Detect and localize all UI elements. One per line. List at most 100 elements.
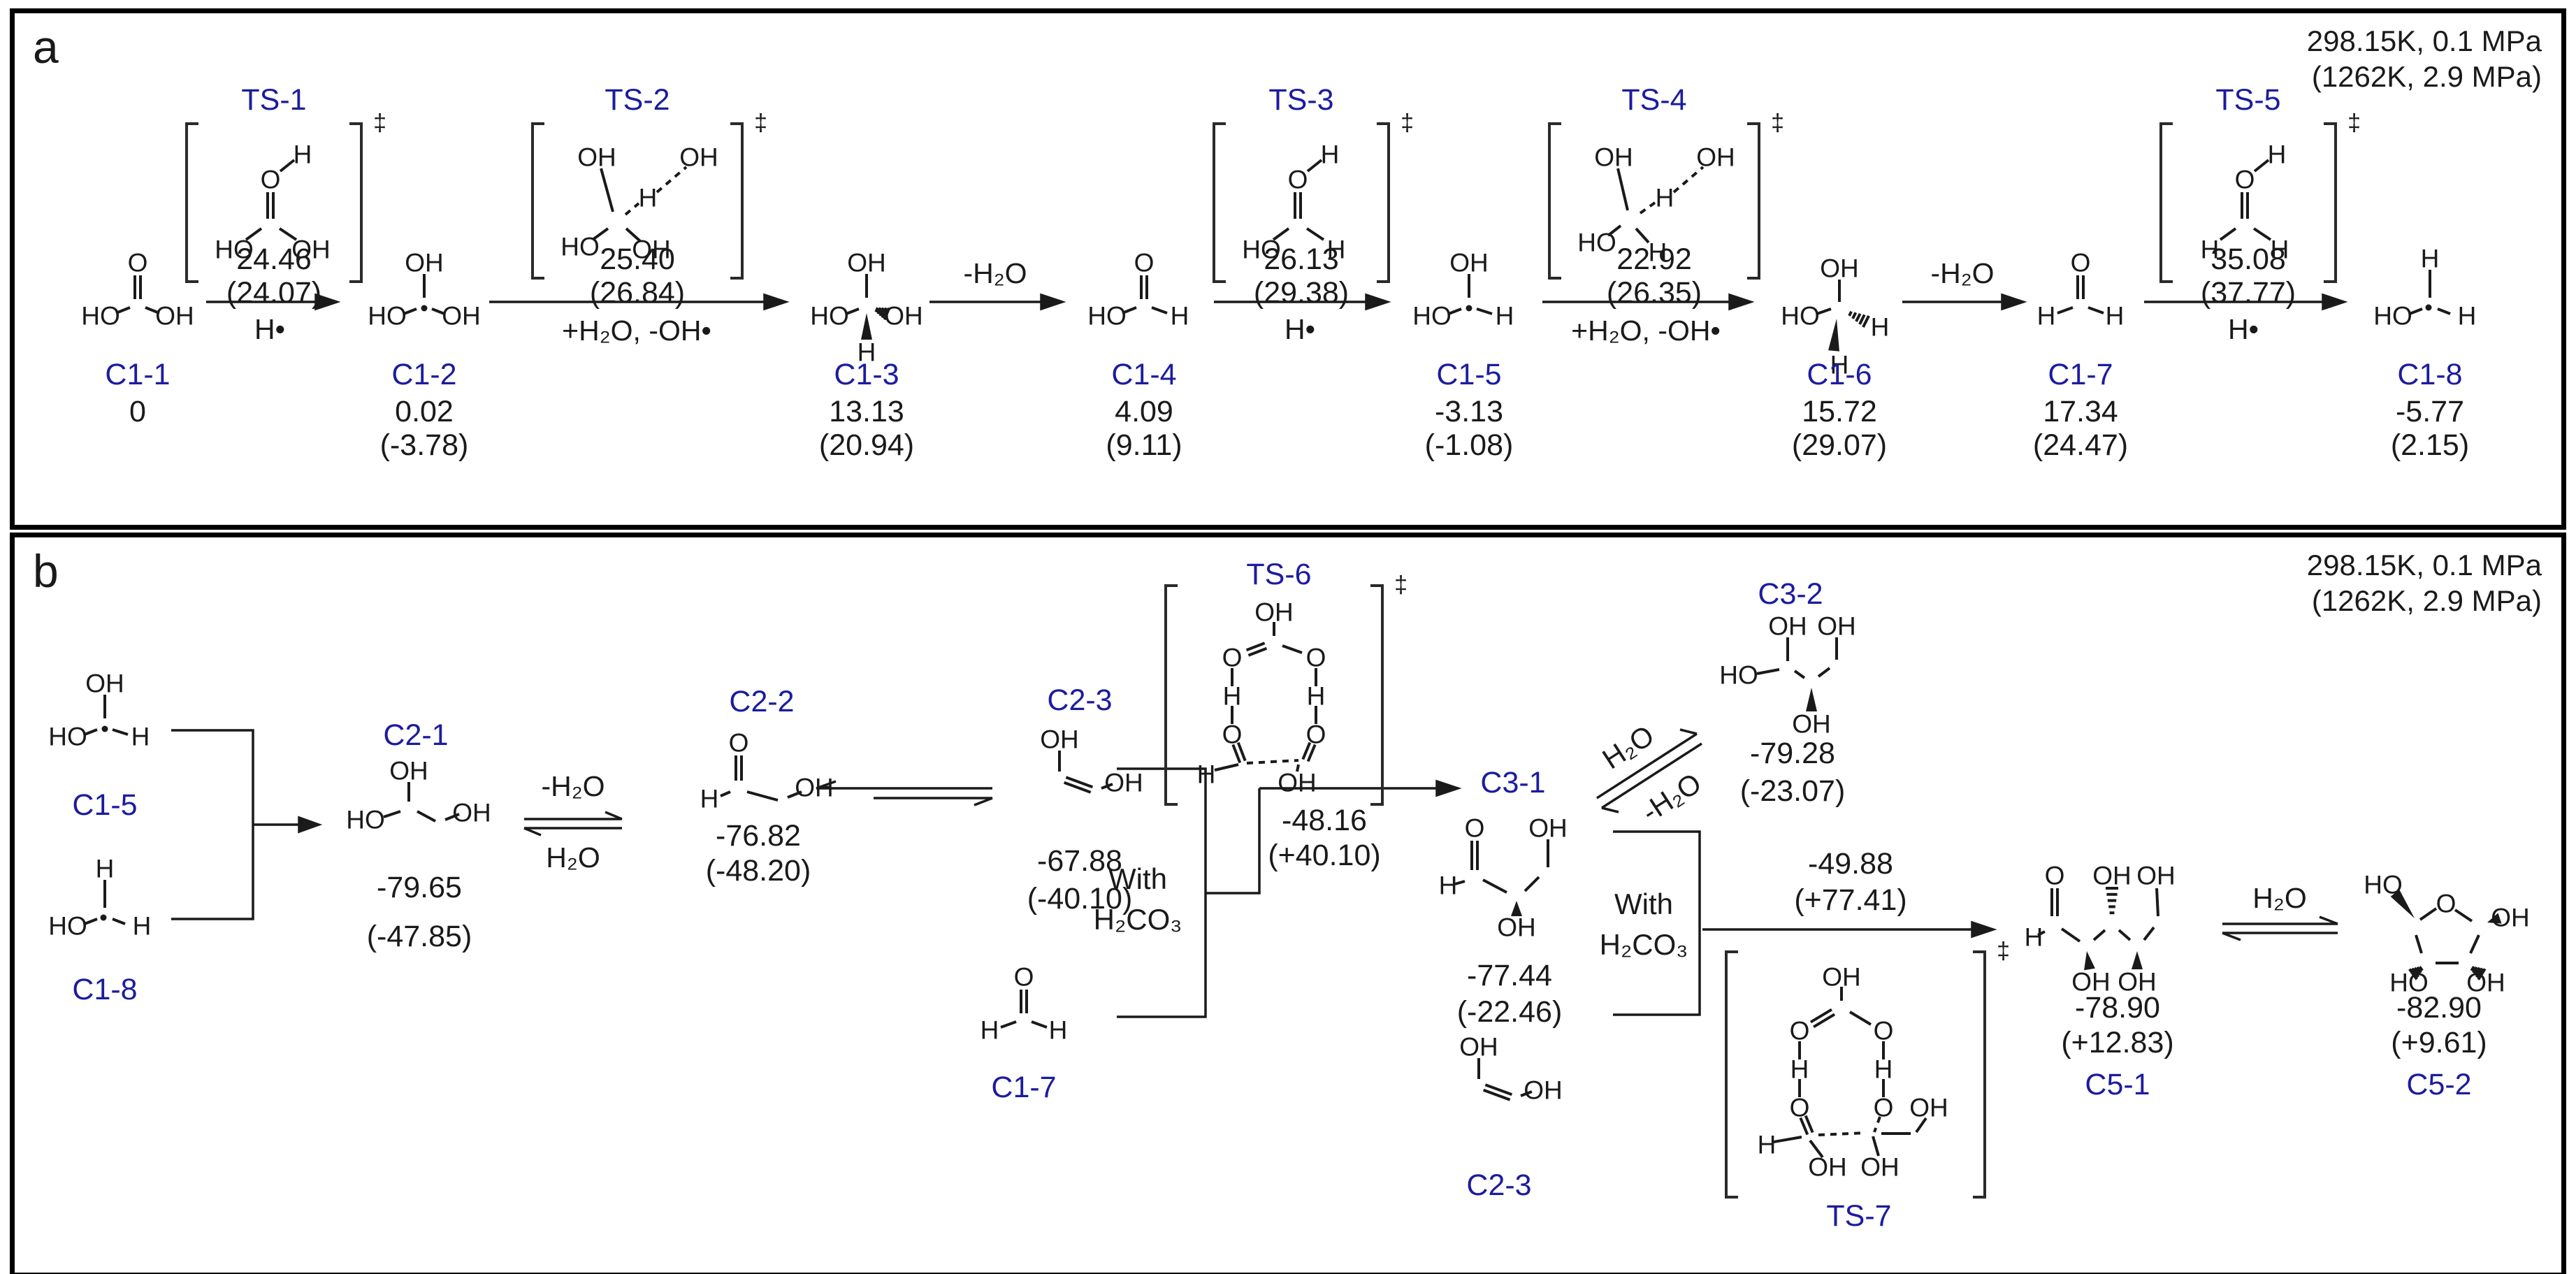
energy-C3-2-2: (-23.07) — [1739, 774, 1846, 808]
energy-TS-2-1: 25.40 — [600, 243, 675, 276]
structure-C1-2: OH HO OH — [368, 249, 481, 331]
svg-text:H: H — [1790, 1055, 1809, 1084]
svg-text:OH: OH — [577, 143, 616, 172]
svg-text:H: H — [700, 785, 719, 813]
left-bracket — [1213, 122, 1226, 283]
svg-text:H: H — [2025, 923, 2043, 952]
svg-text:HO: HO — [560, 233, 600, 261]
energy-C2-3-1: -67.88 — [1037, 844, 1122, 878]
svg-text:HO: HO — [48, 723, 87, 751]
svg-text:OH: OH — [1822, 963, 1861, 992]
svg-text:OH: OH — [155, 302, 194, 331]
svg-text:H: H — [1649, 238, 1667, 267]
left-bracket — [1548, 122, 1561, 280]
compound-label-C2-1: C2-1 — [383, 718, 449, 752]
svg-text:HO: HO — [1087, 302, 1127, 331]
panel-b-letter: b — [33, 545, 59, 597]
structure-C3-2: OH OH HO OH — [1719, 612, 1856, 739]
energy-C1-5-1: -3.13 — [1434, 395, 1504, 428]
ts-label-TS-6: TS-6 — [1246, 558, 1312, 591]
svg-text:HO: HO — [1242, 236, 1281, 264]
energy-C2-1-2: (-47.85) — [366, 920, 472, 953]
svg-text:O: O — [1465, 814, 1485, 843]
structure-C1-8-b: H HO H — [48, 855, 151, 941]
svg-text:OH: OH — [2491, 904, 2530, 932]
svg-text:HO: HO — [1781, 302, 1820, 331]
ts-label-TS-5: TS-5 — [2215, 83, 2281, 117]
ts-label-TS-2: TS-2 — [605, 83, 670, 117]
structure-TS-2: OH OH H HO OH — [560, 143, 718, 264]
compound-label-C1-5: C1-5 — [1436, 358, 1502, 391]
structure-C1-3: OH HO OH H — [810, 249, 923, 367]
svg-text:OH: OH — [795, 774, 834, 802]
arrow-label-h-radical-1: H• — [254, 313, 285, 345]
svg-text:H: H — [1874, 1055, 1893, 1084]
condition-line-2: (1262K, 2.9 MPa) — [2311, 60, 2542, 94]
svg-text:H: H — [131, 723, 150, 751]
arrow-label-h-radical-3: H• — [2228, 313, 2259, 345]
svg-text:HO: HO — [368, 302, 407, 331]
right-bracket — [1370, 584, 1384, 806]
energy-route-2: (+77.41) — [1794, 883, 1907, 917]
double-dagger-icon: ‡ — [1394, 572, 1408, 598]
energy-C1-1-1: 0 — [129, 395, 146, 428]
ts-bracket-TS-3: ‡ O H HO H — [1213, 110, 1414, 283]
structure-C5-2: HO O OH HO OH — [2364, 871, 2530, 997]
compound-label-C2-3: C2-3 — [1047, 683, 1113, 717]
svg-text:O: O — [128, 249, 148, 277]
svg-text:O: O — [2071, 249, 2091, 277]
svg-text:O: O — [1790, 1017, 1810, 1045]
panel-a-conditions: 298.15K, 0.1 MPa (1262K, 2.9 MPa) — [2307, 23, 2542, 94]
svg-text:OH: OH — [2136, 862, 2176, 890]
svg-text:H: H — [1321, 140, 1340, 169]
energy-TS-1-1: 24.46 — [236, 243, 312, 276]
svg-text:O: O — [261, 166, 281, 194]
svg-text:OH: OH — [1459, 1033, 1498, 1062]
arrow-label-minus-h2o-2: -H₂O — [1930, 257, 1995, 289]
energy-TS-5-2: (37.77) — [2200, 276, 2296, 310]
svg-text:OH: OH — [1594, 143, 1633, 172]
ts6-bracket: ‡ OH O O H H O O H OH — [1164, 572, 1408, 806]
structure-C1-4: OHO H — [1087, 249, 1189, 331]
svg-text:OH: OH — [1497, 913, 1536, 942]
panel-a: a 298.15K, 0.1 MPa (1262K, 2.9 MPa) O HO O… — [10, 8, 2566, 530]
with-h2co3-label-2-line1: With — [1614, 888, 1673, 920]
energy-TS-6-1: -48.16 — [1282, 804, 1367, 837]
energy-TS-2-2: (26.84) — [589, 276, 686, 310]
svg-text:O: O — [729, 729, 749, 758]
svg-text:H: H — [1439, 871, 1458, 900]
svg-text:H: H — [2268, 140, 2287, 169]
svg-text:O: O — [1288, 166, 1308, 194]
ts-bracket-TS-5: ‡ O H H H — [2159, 110, 2361, 283]
energy-C3-1-2: (-22.46) — [1456, 995, 1563, 1029]
condition-line-2: (1262K, 2.9 MPa) — [2311, 584, 2542, 618]
svg-text:OH: OH — [1524, 1076, 1563, 1105]
arrow-label-minus-h2o-1: -H₂O — [963, 257, 1027, 289]
svg-text:H: H — [2106, 302, 2125, 331]
svg-text:OH: OH — [2092, 862, 2132, 890]
arrow-label-h2o-oh-1: +H₂O, -OH• — [562, 314, 711, 347]
svg-text:OH: OH — [884, 302, 923, 331]
energy-TS-6-2: (+40.10) — [1268, 839, 1381, 872]
svg-text:HO: HO — [1719, 661, 1758, 690]
svg-text:H: H — [1307, 682, 1326, 711]
structure-TS-6: OHO OH HO OH OH — [1197, 598, 1326, 797]
svg-text:OH: OH — [1817, 612, 1856, 641]
energy-C1-7-2: (24.47) — [2032, 428, 2129, 462]
structure-C2-2: OH OH — [700, 729, 834, 813]
energy-C1-8-2: (2.15) — [2390, 428, 2470, 462]
svg-text:OH: OH — [405, 249, 444, 277]
energy-C1-6-1: 15.72 — [1802, 395, 1877, 428]
svg-text:OH: OH — [85, 669, 124, 698]
energy-C1-2-1: 0.02 — [395, 395, 454, 428]
energy-TS-3-1: 26.13 — [1264, 243, 1339, 276]
svg-text:H: H — [294, 140, 312, 169]
svg-text:HO: HO — [810, 302, 849, 331]
left-bracket — [1725, 950, 1738, 1199]
svg-text:H: H — [96, 855, 115, 883]
svg-text:OH: OH — [2118, 968, 2157, 997]
energy-C1-7-1: 17.34 — [2043, 395, 2118, 428]
